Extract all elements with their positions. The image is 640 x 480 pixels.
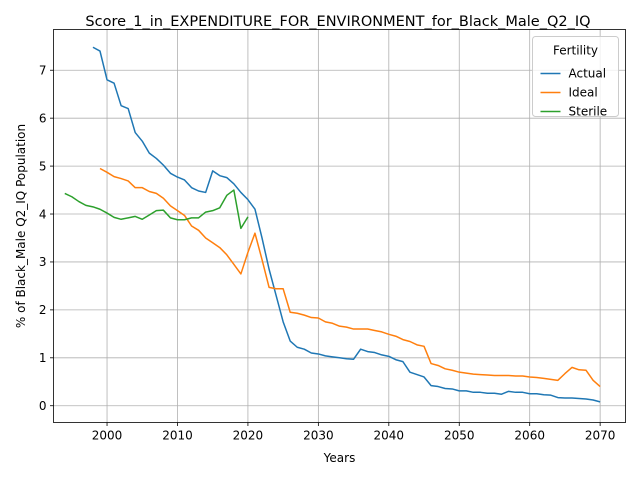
legend-box — [532, 36, 619, 117]
y-axis: 0 1 2 3 4 5 6 7 — [39, 64, 54, 413]
series-lines — [64, 46, 601, 403]
x-axis-label: Years — [323, 451, 356, 465]
y-tick-label: 3 — [39, 255, 47, 269]
legend-label-actual: Actual — [569, 67, 607, 81]
x-tick-label: 2030 — [303, 429, 334, 443]
x-tick-label: 2000 — [92, 429, 123, 443]
x-tick-label: 2010 — [162, 429, 193, 443]
y-tick-label: 4 — [39, 207, 47, 221]
y-tick-label: 5 — [39, 159, 47, 173]
legend-label-ideal: Ideal — [569, 86, 598, 100]
x-tick-label: 2050 — [444, 429, 475, 443]
series-line-actual — [92, 46, 601, 403]
y-axis-label: % of Black_Male Q2_IQ Population — [14, 124, 28, 328]
legend: Fertility Actual Ideal Sterile — [532, 36, 619, 119]
y-tick-label: 1 — [39, 351, 47, 365]
x-tick-label: 2070 — [585, 429, 616, 443]
chart-title: Score_1_in_EXPENDITURE_FOR_ENVIRONMENT_f… — [85, 14, 590, 30]
x-axis: 2000 2010 2020 2030 2040 2050 2060 2070 — [92, 422, 616, 443]
y-tick-label: 0 — [39, 399, 47, 413]
legend-label-sterile: Sterile — [569, 105, 608, 119]
x-tick-label: 2020 — [233, 429, 264, 443]
y-tick-label: 2 — [39, 303, 47, 317]
y-tick-label: 6 — [39, 111, 47, 125]
series-line-ideal — [99, 167, 601, 388]
plot-frame — [53, 29, 626, 423]
series-line-sterile — [64, 189, 249, 230]
x-tick-label: 2060 — [514, 429, 545, 443]
y-tick-label: 7 — [39, 64, 47, 78]
legend-title: Fertility — [553, 44, 598, 58]
x-tick-label: 2040 — [374, 429, 405, 443]
